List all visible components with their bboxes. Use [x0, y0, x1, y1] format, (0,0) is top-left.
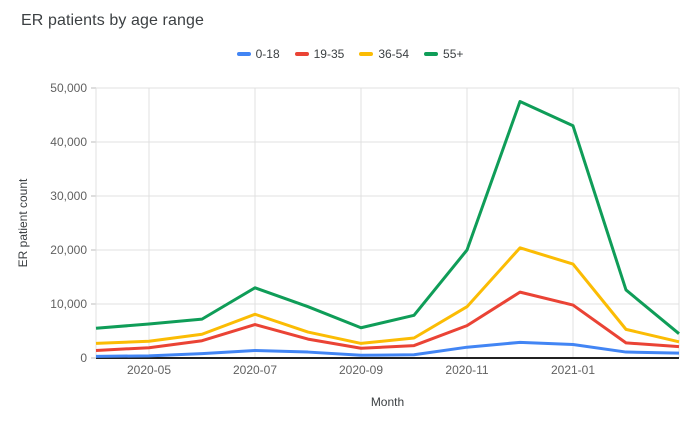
series-line-0-18	[95, 340, 680, 358]
x-tick-label: 2020-07	[233, 363, 277, 377]
y-tick-label: 30,000	[50, 189, 87, 203]
legend-swatch-icon	[236, 52, 251, 56]
legend-label: 19-35	[313, 47, 345, 61]
series-line-19-35	[95, 290, 680, 352]
y-tick-label: 0	[80, 351, 87, 365]
x-tick-label: 2020-11	[445, 363, 488, 377]
x-tick-label: 2020-05	[127, 363, 171, 377]
legend-swatch-icon	[424, 52, 439, 56]
chart-title: ER patients by age range	[21, 12, 204, 29]
y-tick-label: 10,000	[50, 297, 87, 311]
series-line-55+	[95, 100, 680, 335]
legend-swatch-icon	[294, 52, 309, 56]
legend-item-0-18: 0-18	[236, 47, 280, 61]
legend-item-36-54: 36-54	[359, 47, 409, 61]
chart-legend: 0-18 19-35 36-54 55+	[0, 47, 700, 61]
legend-item-19-35: 19-35	[294, 47, 345, 61]
x-tick-label: 2021-01	[551, 363, 595, 377]
series-line-36-54	[95, 246, 680, 345]
y-tick-label: 50,000	[50, 81, 87, 95]
legend-label: 0-18	[255, 47, 280, 61]
x-axis-title: Month	[371, 395, 404, 409]
legend-label: 55+	[443, 47, 464, 61]
y-axis-title: ER patient count	[16, 178, 30, 267]
legend-label: 36-54	[378, 47, 410, 61]
x-tick-label: 2020-09	[339, 363, 383, 377]
legend-item-55+: 55+	[424, 47, 463, 61]
y-tick-label: 40,000	[50, 135, 87, 149]
legend-swatch-icon	[359, 52, 374, 56]
y-tick-label: 20,000	[50, 243, 87, 257]
